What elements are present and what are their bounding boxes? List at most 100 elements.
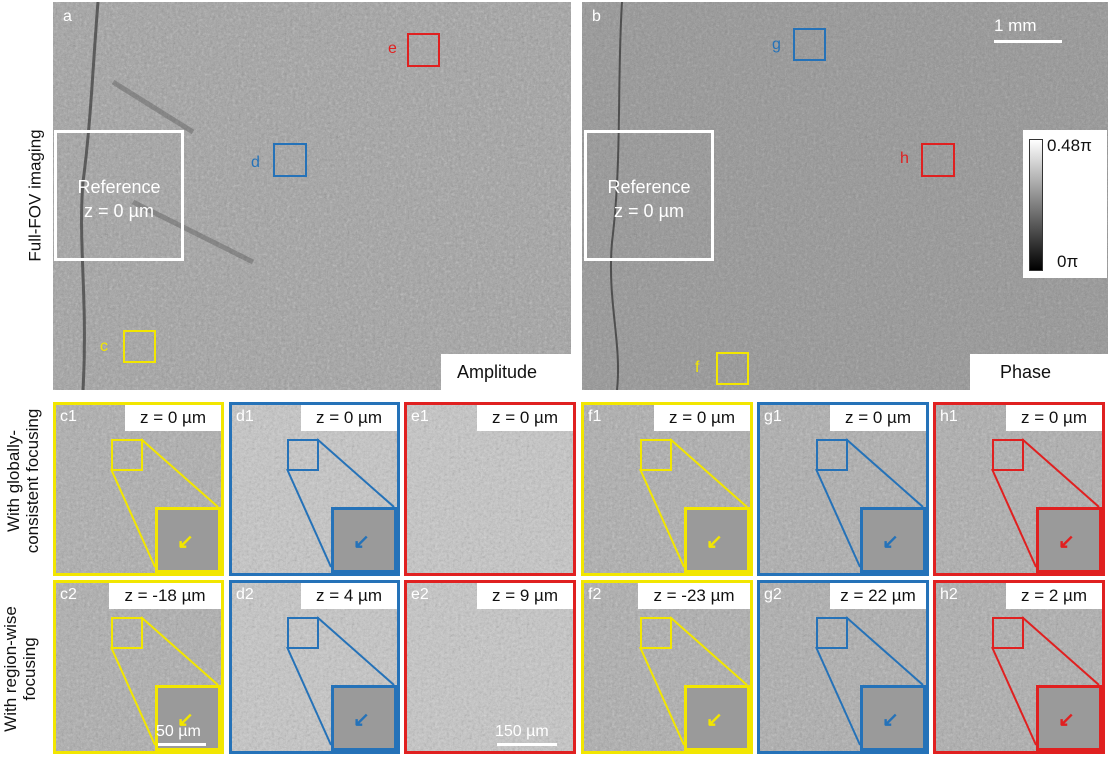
scalebar-main-label: 1 mm: [994, 16, 1037, 35]
tile-e1: e1 z = 0 µm: [404, 402, 576, 576]
amplitude-image-panel: a Amplitude Reference z = 0 µm e d c: [53, 2, 571, 390]
roi-label-h: h: [900, 150, 909, 167]
tile-id-label: f2: [588, 586, 602, 603]
row-label-region-line1: With region-wise: [1, 606, 20, 732]
zoom-connector-lines: [815, 438, 924, 568]
reference-text-b: Reference z = 0 µm: [587, 175, 711, 223]
zoom-source-box: [992, 617, 1024, 649]
roi-label-f: f: [695, 359, 700, 376]
arrow-icon: ↙: [177, 709, 194, 731]
colorbar-gradient: [1029, 139, 1043, 271]
phase-texture: [582, 2, 1108, 390]
tile-texture: [407, 583, 573, 751]
tile-z-label: z = 4 µm: [301, 583, 397, 609]
roi-box-c: [123, 330, 156, 363]
tile-h2: h2 z = 2 µm ↙: [933, 580, 1105, 754]
tile-id-label: h2: [940, 586, 958, 603]
zoom-connector-lines: [815, 616, 924, 746]
zoom-connector-lines: [286, 616, 395, 746]
arrow-icon: ↙: [177, 531, 194, 553]
tile-z-label: z = 0 µm: [301, 405, 397, 431]
zoom-inset: [860, 685, 926, 751]
amplitude-texture: [53, 2, 571, 390]
tile-f2: f2 z = -23 µm ↙: [581, 580, 753, 754]
roi-label-g: g: [772, 36, 781, 53]
tile-z-label: z = 0 µm: [477, 405, 573, 431]
tile-z-label: z = 0 µm: [654, 405, 750, 431]
roi-label-d: d: [251, 154, 260, 171]
reference-box-b: Reference z = 0 µm: [584, 130, 714, 261]
tile-z-label: z = 0 µm: [1006, 405, 1102, 431]
tile-texture: [232, 583, 397, 751]
colorbar: 0.48π 0π: [1023, 130, 1107, 278]
zoom-inset: [331, 685, 397, 751]
scalebar-main-bar: [994, 40, 1062, 43]
tile-id-label: g1: [764, 408, 782, 425]
zoom-connector-lines: [110, 438, 219, 568]
zoom-inset: [684, 685, 750, 751]
arrow-icon: ↙: [353, 709, 370, 731]
colorbar-min-label: 0π: [1057, 252, 1079, 271]
tile-texture: [407, 405, 573, 573]
tile-id-label: e1: [411, 408, 429, 425]
arrow-icon: ↙: [706, 709, 723, 731]
roi-box-d: [273, 143, 307, 177]
row-label-global-focusing: With globally- consistent focusing: [4, 396, 42, 566]
zoom-source-box: [111, 439, 143, 471]
phase-mode-box: Phase: [970, 354, 1108, 390]
tile-texture: [584, 583, 750, 751]
zoom-source-box: [111, 617, 143, 649]
zoom-connector-lines: [286, 438, 395, 568]
phase-mode-label: Phase: [1000, 362, 1052, 382]
row-label-global-line2: consistent focusing: [23, 408, 42, 554]
colorbar-max-label: 0.48π: [1047, 136, 1092, 155]
tile-g1: g1 z = 0 µm ↙: [757, 402, 929, 576]
tile-z-label: z = 22 µm: [830, 583, 926, 609]
amplitude-mode-label: Amplitude: [457, 362, 538, 382]
reference-line1-a: Reference: [77, 177, 161, 197]
row-label-full-fov: Full-FOV imaging: [25, 129, 45, 262]
tile-z-label: z = 0 µm: [125, 405, 221, 431]
tile-z-label: z = 9 µm: [477, 583, 573, 609]
tile-id-label: e2: [411, 586, 429, 603]
zoom-inset: [155, 685, 221, 751]
tile-id-label: f1: [588, 408, 602, 425]
tile-scalebar-bar: [497, 743, 557, 746]
zoom-connector-lines: [639, 438, 748, 568]
reference-line1-b: Reference: [607, 177, 691, 197]
roi-box-f: [716, 352, 749, 385]
roi-box-h: [921, 143, 955, 177]
tile-id-label: g2: [764, 586, 782, 603]
arrow-icon: ↙: [882, 709, 899, 731]
zoom-source-box: [640, 439, 672, 471]
tile-g2: g2 z = 22 µm ↙: [757, 580, 929, 754]
tile-scalebar-label: 150 µm: [495, 723, 549, 740]
tile-f1: f1 z = 0 µm ↙: [581, 402, 753, 576]
tile-c1: c1 z = 0 µm ↙: [53, 402, 224, 576]
tile-id-label: d1: [236, 408, 254, 425]
phase-image-panel: b 1 mm 0.48π 0π Phase Reference z = 0 µm…: [582, 2, 1108, 390]
zoom-connector-lines: [639, 616, 748, 746]
zoom-source-box: [816, 617, 848, 649]
arrow-icon: ↙: [706, 531, 723, 553]
reference-box-a: Reference z = 0 µm: [54, 130, 184, 261]
zoom-source-box: [992, 439, 1024, 471]
zoom-connector-lines: [991, 438, 1100, 568]
tile-c2: c2 z = -18 µm ↙ 50 µm: [53, 580, 224, 754]
zoom-inset: [684, 507, 750, 573]
tile-z-label: z = -23 µm: [638, 583, 750, 609]
zoom-source-box: [287, 439, 319, 471]
arrow-icon: ↙: [1058, 709, 1075, 731]
tile-scalebar-bar: [158, 743, 206, 746]
reference-line2-a: z = 0 µm: [84, 201, 154, 221]
zoom-inset: [860, 507, 926, 573]
zoom-source-box: [287, 617, 319, 649]
tile-id-label: h1: [940, 408, 958, 425]
tile-z-label: z = 2 µm: [1006, 583, 1102, 609]
arrow-icon: ↙: [882, 531, 899, 553]
reference-line2-b: z = 0 µm: [614, 201, 684, 221]
zoom-inset: [1036, 685, 1102, 751]
panel-label-b: b: [592, 8, 601, 25]
tile-z-label: z = -18 µm: [109, 583, 221, 609]
tile-id-label: c1: [60, 408, 77, 425]
